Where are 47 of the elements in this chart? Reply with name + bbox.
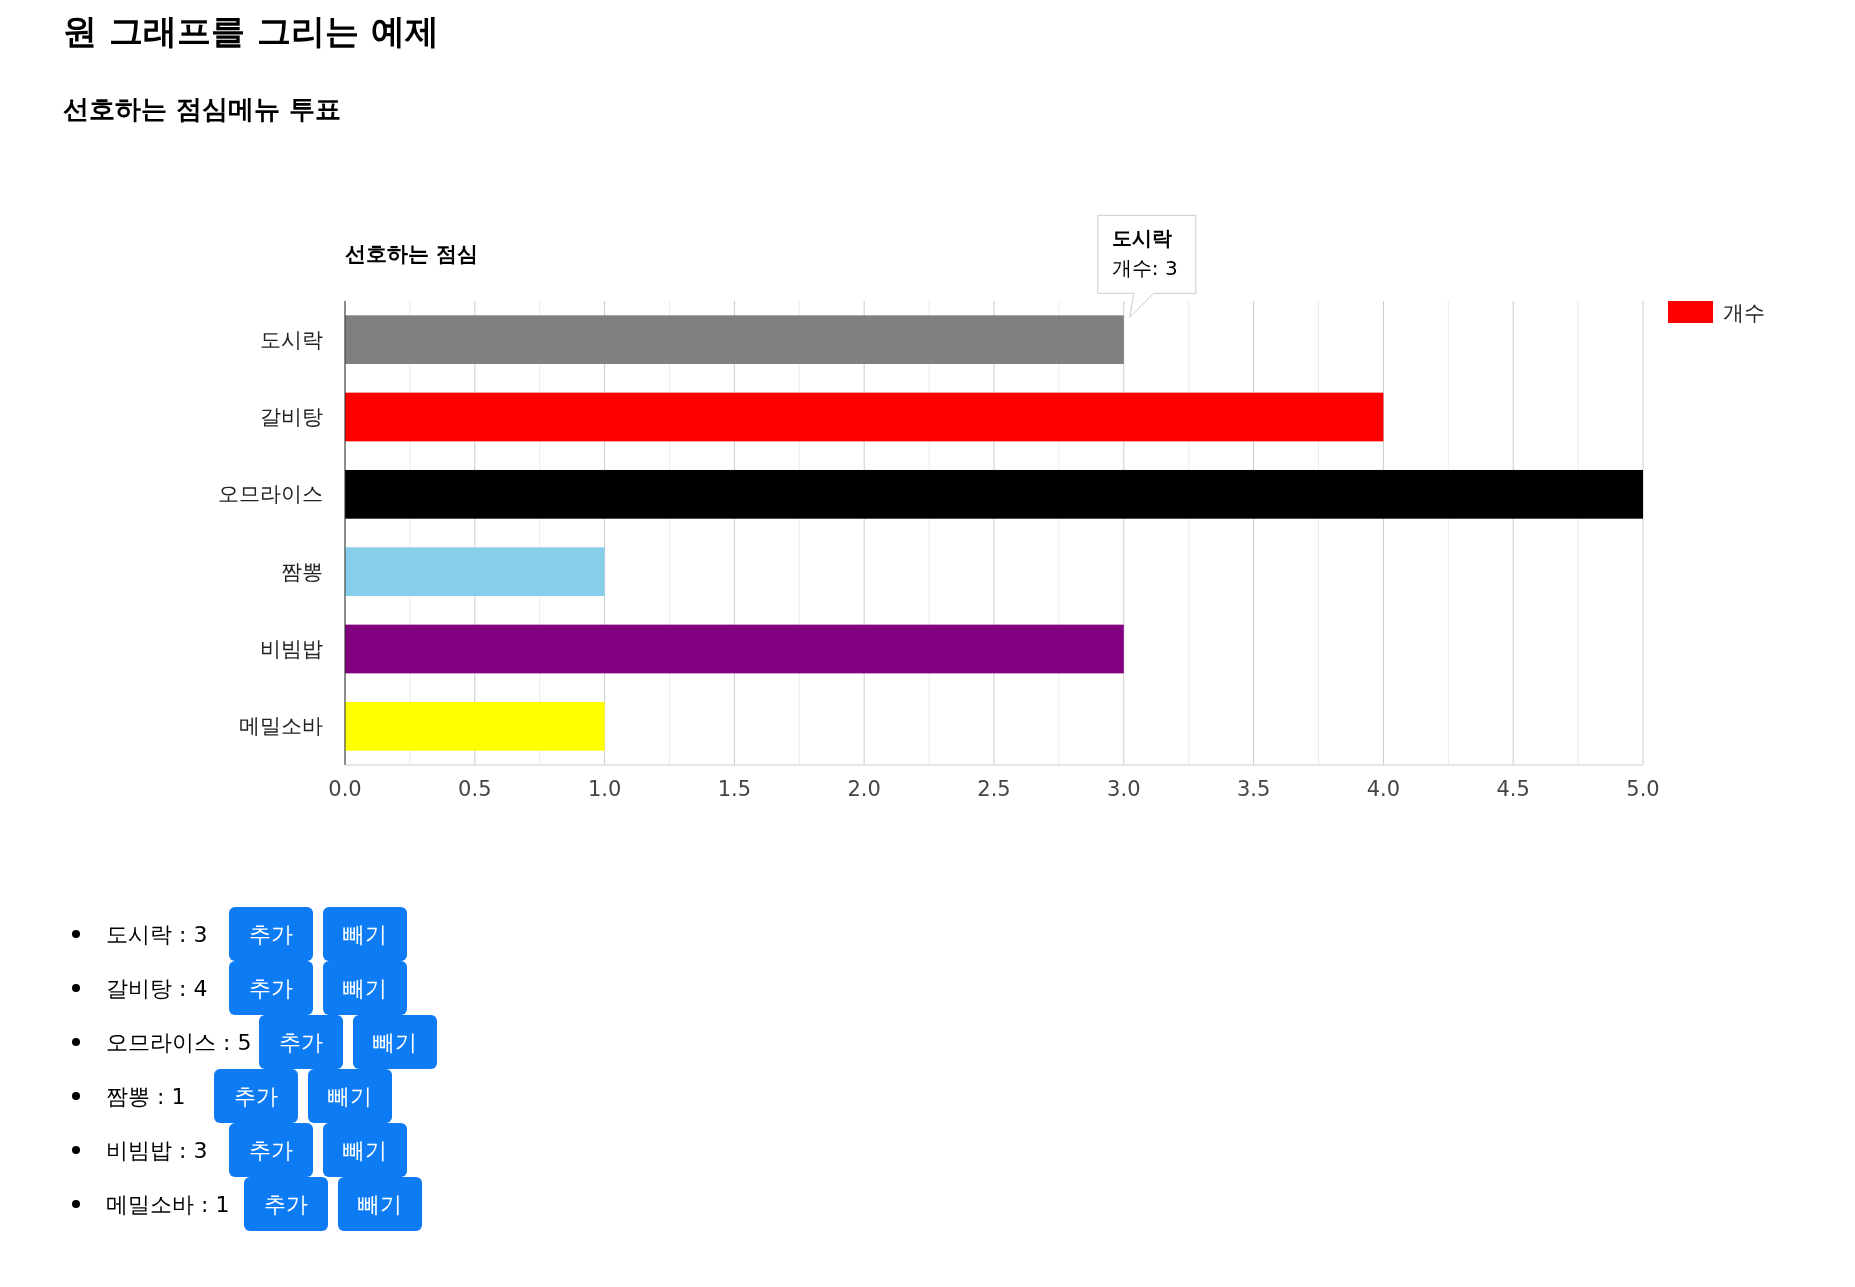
x-tick-label: 3.0: [1107, 777, 1141, 801]
x-tick-label: 2.5: [977, 777, 1011, 801]
legend-label: 개수: [1723, 301, 1765, 325]
button: 빼기: [323, 907, 407, 961]
button: 추가: [229, 1123, 313, 1177]
x-tick-label: 4.5: [1496, 777, 1530, 801]
x-tick-label: 4.0: [1366, 777, 1401, 801]
y-tick-label: 오므라이스: [218, 482, 323, 507]
text: 오므라이스 : 5: [106, 1030, 252, 1055]
text: 비빔밥 : 3: [106, 1138, 208, 1163]
text: 원 그래프를 그리는 예제: [63, 11, 439, 51]
x-tick-label: 1.5: [717, 777, 752, 801]
y-tick-label: 메밀소바: [239, 714, 323, 739]
y-tick-label: 도시락: [260, 327, 323, 352]
bar: [345, 701, 605, 751]
text: 메밀소바 : 1: [106, 1192, 230, 1217]
text: 개수: 3: [1111, 256, 1178, 281]
bar: [345, 469, 1643, 519]
x-tick-label: 2.0: [847, 777, 881, 801]
button: 추가: [244, 1177, 328, 1231]
chart-title: 선호하는 점심: [345, 242, 479, 266]
x-tick-label: 0.5: [458, 777, 492, 801]
button: 빼기: [323, 1123, 407, 1177]
text: 도시락: [1111, 226, 1172, 251]
button: 추가: [214, 1069, 298, 1123]
button: 추가: [229, 907, 313, 961]
y-tick-label: 비빔밥: [260, 637, 323, 661]
button: 추가: [259, 1015, 343, 1069]
button: 빼기: [353, 1015, 437, 1069]
bar: [345, 624, 1124, 674]
bar: [345, 392, 1384, 442]
button: 빼기: [338, 1177, 422, 1231]
bar: [345, 315, 1124, 365]
bar: [345, 547, 605, 597]
text: 갈비탕 : 4: [106, 976, 208, 1001]
text: 도시락 : 3: [106, 922, 208, 947]
button: 추가: [229, 961, 313, 1015]
x-tick-label: 1.0: [587, 777, 622, 801]
x-tick-label: 5.0: [1626, 777, 1660, 801]
x-tick-label: 3.5: [1236, 777, 1271, 801]
y-tick-label: 갈비탕: [260, 405, 323, 429]
text: 짬뽕 : 1: [106, 1084, 186, 1109]
y-tick-label: 짬뽕: [281, 559, 323, 584]
button: 빼기: [308, 1069, 392, 1123]
text: 선호하는 점심메뉴 투표: [63, 94, 342, 124]
button: 빼기: [323, 961, 407, 1015]
x-tick-label: 0.0: [328, 777, 362, 801]
